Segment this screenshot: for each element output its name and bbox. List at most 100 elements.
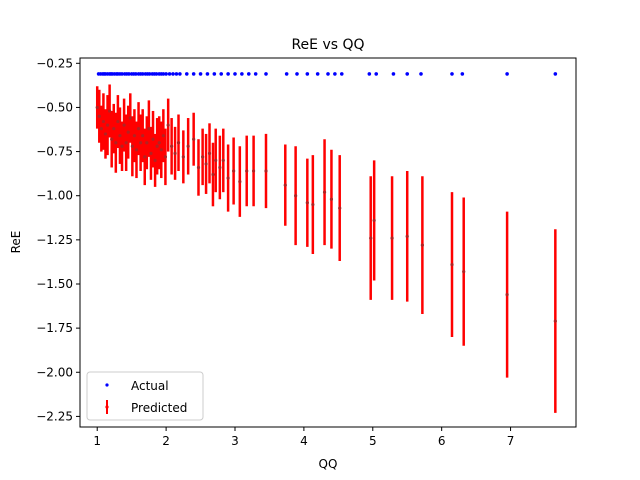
actual-point — [212, 72, 217, 76]
predicted-point — [311, 202, 315, 207]
predicted-point — [143, 155, 147, 159]
predicted-point — [147, 127, 151, 131]
legend-predicted-marker — [105, 405, 109, 409]
actual-point — [419, 72, 423, 76]
predicted-point — [305, 201, 309, 205]
actual-point — [367, 72, 372, 76]
predicted-point — [207, 151, 212, 155]
predicted-point — [155, 144, 159, 148]
predicted-point — [130, 144, 134, 148]
predicted-point — [283, 183, 287, 187]
predicted-point — [166, 123, 170, 127]
predicted-point — [139, 141, 143, 145]
x-tick-label: 1 — [93, 434, 101, 448]
actual-point — [391, 72, 396, 76]
actual-point — [140, 72, 145, 76]
legend: Actual Predicted — [86, 371, 204, 421]
actual-point — [178, 72, 182, 76]
actual-point — [253, 72, 258, 76]
y-tick-label: −0.75 — [36, 145, 73, 159]
legend-predicted-label: Predicted — [131, 401, 187, 415]
actual-point — [305, 72, 310, 76]
predicted-point — [157, 141, 161, 145]
predicted-point — [149, 151, 153, 155]
y-axis-label: ReE — [9, 231, 23, 254]
actual-point — [240, 72, 244, 76]
predicted-point — [264, 169, 268, 173]
y-tick-label: −1.50 — [36, 277, 73, 291]
predicted-point — [181, 155, 185, 159]
predicted-point — [128, 116, 132, 120]
predicted-point — [338, 206, 342, 210]
predicted-point — [145, 141, 149, 145]
actual-point — [205, 72, 210, 76]
predicted-point — [329, 197, 334, 201]
actual-point — [184, 72, 189, 76]
predicted-point — [151, 137, 155, 141]
x-tick-label: 4 — [300, 434, 308, 448]
actual-point — [167, 72, 172, 76]
y-tick-label: −0.25 — [36, 56, 73, 70]
predicted-point — [114, 141, 118, 145]
predicted-point — [204, 162, 208, 166]
axes-frame — [79, 57, 577, 428]
predicted-point — [108, 109, 112, 113]
predicted-point — [201, 155, 205, 159]
predicted-point — [153, 158, 157, 163]
x-tick-label: 7 — [507, 434, 515, 448]
predicted-point — [226, 176, 230, 180]
predicted-point — [252, 169, 256, 173]
predicted-point — [176, 141, 181, 145]
predicted-point — [294, 194, 298, 198]
predicted-point — [196, 165, 201, 170]
predicted-point — [211, 172, 215, 177]
y-tick-label: −1.75 — [36, 321, 73, 335]
actual-point — [134, 72, 138, 76]
actual-point — [374, 72, 379, 76]
actual-point — [226, 72, 230, 76]
predicted-point — [105, 123, 110, 127]
predicted-point — [221, 158, 225, 163]
predicted-point — [322, 190, 327, 194]
predicted-point — [161, 134, 165, 138]
actual-point — [460, 72, 465, 76]
y-tick-label: −1.25 — [36, 233, 73, 247]
actual-point — [505, 72, 509, 76]
x-axis-label: QQ — [319, 457, 338, 471]
predicted-point — [238, 179, 242, 184]
predicted-point — [134, 148, 139, 152]
actual-point — [450, 72, 454, 76]
actual-point — [154, 72, 159, 76]
x-tick-label: 6 — [438, 434, 446, 448]
predicted-point — [103, 132, 108, 136]
predicted-point — [124, 141, 128, 145]
y-tick-label: −2.00 — [36, 365, 73, 379]
predicted-point — [450, 262, 454, 267]
predicted-point — [186, 144, 190, 148]
predicted-point — [136, 127, 141, 131]
predicted-point — [462, 270, 466, 274]
predicted-point — [120, 144, 124, 148]
predicted-point — [141, 134, 145, 138]
actual-point — [219, 72, 224, 76]
y-tick-label: −1.00 — [36, 189, 73, 203]
predicted-point — [218, 165, 222, 170]
predicted-point — [390, 236, 394, 240]
predicted-point — [95, 105, 99, 110]
actual-point — [284, 72, 289, 76]
actual-point — [553, 72, 558, 76]
predicted-point — [126, 130, 130, 134]
legend-actual-label: Actual — [131, 379, 169, 393]
actual-point — [295, 72, 299, 76]
chart-title: ReE vs QQ — [291, 37, 364, 53]
legend-box — [86, 371, 204, 421]
predicted-point — [420, 243, 424, 247]
predicted-point — [170, 144, 174, 148]
axes: 1 2 3 4 5 6 7 −2.25 −2.00 −1.75 −1.50 −1.25 −1.00 −0.… — [36, 56, 514, 448]
actual-point — [333, 72, 337, 76]
y-tick-label: −2.25 — [36, 409, 73, 423]
predicted-point — [122, 123, 126, 127]
predicted-point — [118, 134, 122, 138]
predicted-point — [112, 127, 116, 131]
